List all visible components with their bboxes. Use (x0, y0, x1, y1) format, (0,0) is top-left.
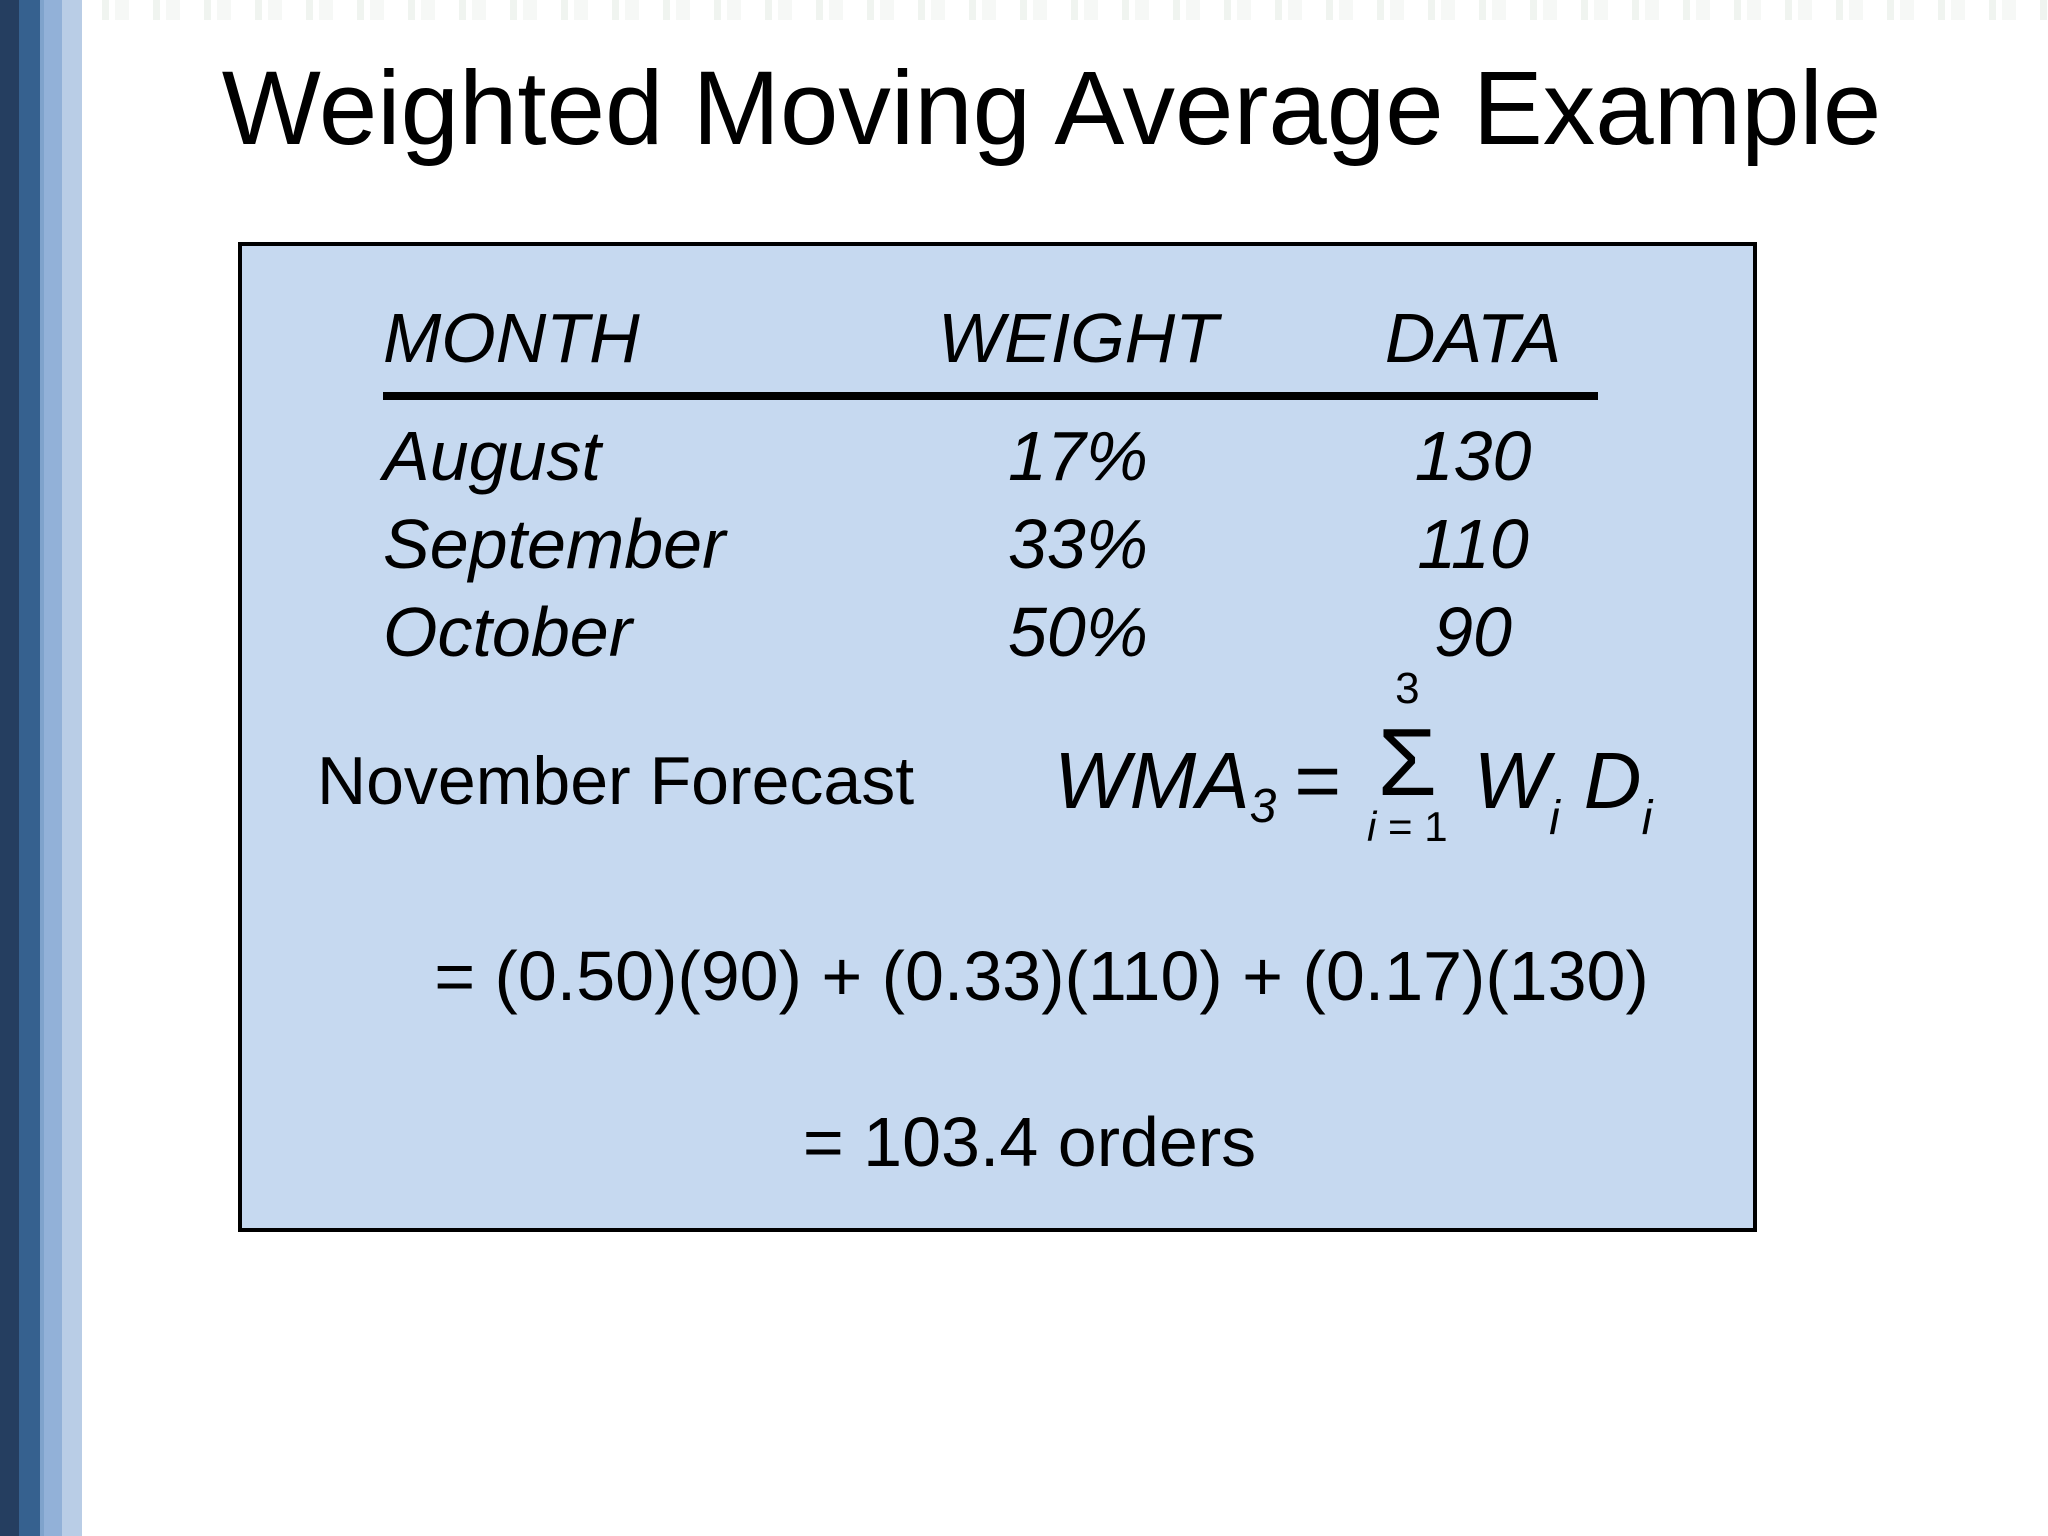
stripe-dark (0, 0, 19, 1536)
top-decorative-strip (0, 0, 2048, 20)
summation-index-var: i (1367, 803, 1377, 850)
summation-upper-limit: 3 (1395, 664, 1420, 713)
content-box: MONTH WEIGHT DATA August 17% 130 Septemb… (238, 242, 1757, 1232)
summation-lower-limit: i = 1 (1367, 805, 1448, 849)
data-term-symbol: D (1583, 736, 1642, 825)
summation-index-start: = 1 (1376, 803, 1448, 850)
left-stripe-bar (0, 0, 82, 1536)
table-body: August 17% 130 September 33% 110 October… (383, 412, 1623, 676)
table-row: August 17% 130 (383, 412, 1623, 500)
cell-data: 130 (1414, 417, 1532, 495)
table-row: October 50% 90 (383, 588, 1623, 676)
header-underline (383, 392, 1598, 400)
calculation-expansion: = (0.50)(90) + (0.33)(110) + (0.17)(130) (434, 937, 1649, 1015)
cell-weight: 33% (1007, 505, 1149, 583)
table-header-row: MONTH WEIGHT DATA (383, 296, 1623, 380)
cell-data: 110 (1417, 505, 1529, 583)
weight-term: Wi (1473, 735, 1560, 843)
cell-month: September (383, 505, 726, 583)
weight-term-subscript: i (1549, 792, 1560, 845)
header-data: DATA (1384, 299, 1562, 377)
forecast-label: November Forecast (317, 743, 915, 819)
slide-title: Weighted Moving Average Example (221, 50, 1882, 167)
cell-month: October (383, 593, 632, 671)
data-term-subscript: i (1641, 792, 1653, 845)
header-weight: WEIGHT (938, 299, 1218, 377)
sigma-symbol: Σ (1377, 709, 1437, 816)
stripe-medium (19, 0, 40, 1536)
weight-term-symbol: W (1473, 736, 1550, 825)
stripe-thin-light (40, 0, 44, 1536)
formula-lhs: WMA (1054, 736, 1250, 825)
calculation-result: = 103.4 orders (802, 1103, 1257, 1181)
cell-data: 90 (1434, 593, 1512, 671)
weights-table: MONTH WEIGHT DATA August 17% 130 Septemb… (383, 296, 1623, 676)
table-row: September 33% 110 (383, 500, 1623, 588)
data-term: Di (1583, 735, 1652, 843)
cell-month: August (383, 417, 601, 495)
formula-equals: = (1294, 736, 1342, 825)
stripe-light (44, 0, 62, 1536)
wma-formula: WMA 3 = 3 Σ i = 1 Wi Di (1054, 664, 1653, 850)
stripe-lighter (62, 0, 82, 1536)
summation: 3 Σ i = 1 (1367, 667, 1448, 849)
cell-weight: 17% (1007, 417, 1149, 495)
header-month: MONTH (383, 299, 640, 377)
forecast-row: November Forecast WMA 3 = 3 Σ i = 1 Wi Di (317, 667, 1652, 861)
cell-weight: 50% (1007, 593, 1149, 671)
